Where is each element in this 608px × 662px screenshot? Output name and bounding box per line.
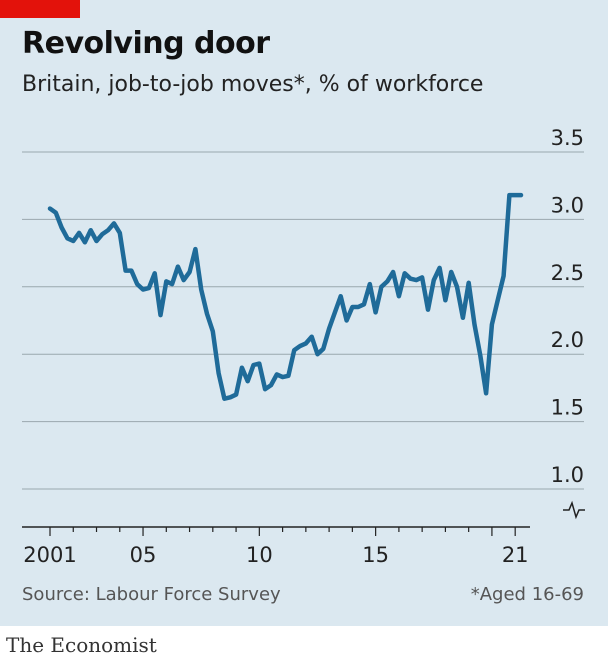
publisher-logo: The Economist [6,633,157,657]
gridlines [22,151,584,490]
chart-title: Revolving door [22,26,270,61]
y-tick-label: 2.5 [551,261,584,285]
axis-break-icon [563,500,585,520]
footnote: *Aged 16-69 [470,584,584,605]
line-chart: 3.5 3.0 2.5 2.0 1.5 1.0 2001 05 10 15 21 [22,126,585,567]
series-line [47,192,524,401]
y-tick-label: 3.5 [551,126,584,150]
x-tick-label: 2001 [23,543,76,567]
chart-subtitle: Britain, job-to-job moves*, % of workfor… [22,72,484,97]
x-tick-label: 15 [362,543,389,567]
x-tick-label: 05 [130,543,157,567]
x-tick-label: 21 [502,543,529,567]
y-tick-label: 3.0 [551,193,584,217]
x-axis: 2001 05 10 15 21 [22,526,530,567]
x-tick-label: 10 [246,543,273,567]
series-group [47,192,524,401]
chart-panel [0,0,608,626]
source-note: Source: Labour Force Survey [22,584,281,605]
brand-accent-bar [0,0,80,18]
y-axis-ticks: 3.5 3.0 2.5 2.0 1.5 1.0 [551,126,585,520]
y-tick-label: 2.0 [551,328,584,352]
y-tick-label: 1.5 [551,396,584,420]
y-tick-label: 1.0 [551,463,584,487]
